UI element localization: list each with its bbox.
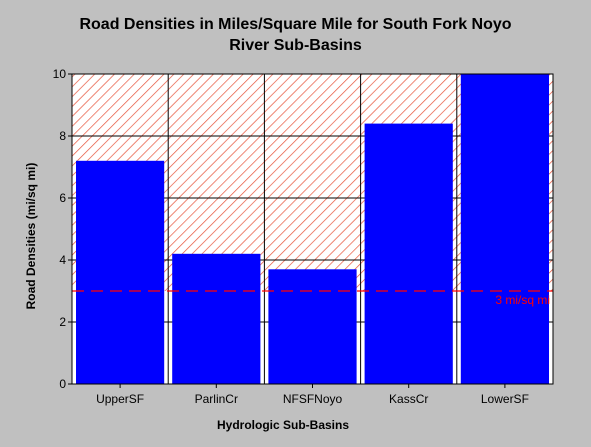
chart-title-line2: River Sub-Basins: [229, 37, 362, 54]
y-tick-label: 6: [59, 191, 66, 205]
y-tick-label: 10: [53, 67, 67, 81]
bar-lowersf: [460, 74, 549, 384]
bar-parlincr: [172, 253, 261, 384]
bar-nfsfnoyo: [268, 269, 357, 384]
chart-title-line1: Road Densities in Miles/Square Mile for …: [79, 16, 512, 33]
y-tick-label: 0: [59, 377, 66, 391]
x-axis-label: Hydrologic Sub-Basins: [216, 418, 350, 432]
x-tick-label: LowerSF: [481, 392, 529, 406]
x-tick-label: NFSFNoyo: [283, 392, 343, 406]
x-tick-label: UpperSF: [96, 392, 144, 406]
x-tick-label: KassCr: [389, 392, 428, 406]
y-tick-label: 2: [59, 315, 66, 329]
y-tick-label: 8: [59, 129, 66, 143]
y-tick-label: 4: [59, 253, 66, 267]
bar-uppersf: [76, 160, 165, 384]
chart-title: Road Densities in Miles/Square Mile for …: [0, 14, 591, 56]
bar-kasscr: [364, 123, 453, 384]
x-tick-label: ParlinCr: [195, 392, 238, 406]
threshold-label: 3 mi/sq mi: [495, 293, 550, 307]
